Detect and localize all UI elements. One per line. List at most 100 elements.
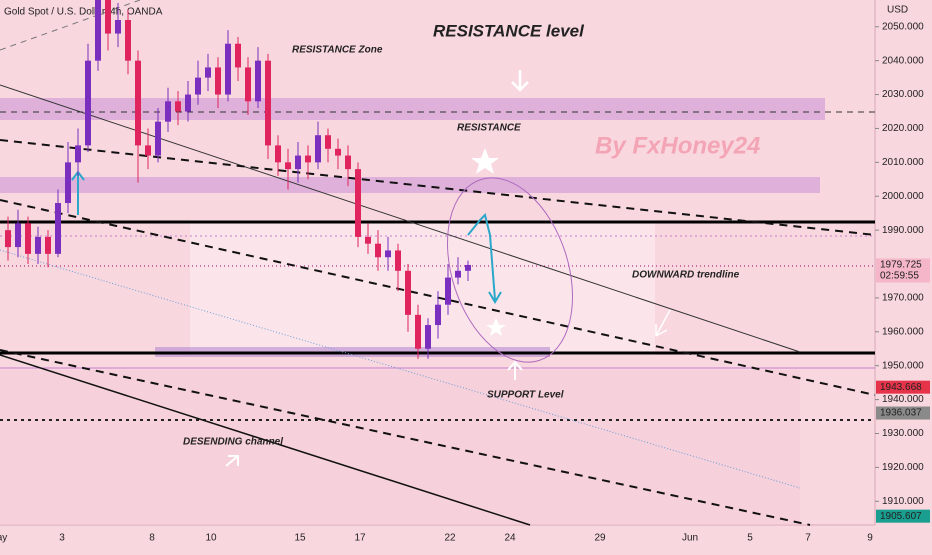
x-tick-label: 7	[805, 533, 811, 544]
currency-label: USD	[887, 5, 908, 16]
candle-body	[45, 236, 51, 254]
trendline	[0, 139, 876, 236]
candle-body	[125, 19, 131, 61]
y-tick-label: 2030.000	[882, 89, 924, 100]
x-tick-label: Jun	[682, 533, 698, 544]
candle-body	[425, 325, 431, 349]
arrow	[511, 70, 529, 92]
y-tick-label: 1930.000	[882, 428, 924, 439]
candle-body	[305, 155, 311, 163]
candle-body	[75, 145, 81, 163]
candle-body	[335, 148, 341, 156]
candle-body	[315, 135, 321, 163]
candle-body	[455, 270, 461, 278]
y-tick-label: 2000.000	[882, 191, 924, 202]
y-tick-label: 2040.000	[882, 55, 924, 66]
candle-body	[235, 43, 241, 68]
candle-body	[135, 60, 141, 146]
highlight-box	[190, 220, 655, 355]
y-tick-label: 1940.000	[882, 394, 924, 405]
candle-body	[165, 101, 171, 122]
candle-body	[375, 243, 381, 258]
candle-body	[225, 43, 231, 95]
y-tick-label: 1920.000	[882, 462, 924, 473]
trendline	[0, 84, 801, 353]
candle-body	[25, 223, 31, 254]
y-tick-label: 1960.000	[882, 326, 924, 337]
x-tick-label: 29	[594, 533, 606, 544]
candle-body	[105, 0, 111, 34]
candle-body	[175, 101, 181, 112]
candle-body	[115, 19, 121, 34]
candle-body	[445, 277, 451, 305]
price-tag	[876, 258, 930, 283]
price-tag-label: 1905.607	[880, 511, 922, 522]
candle-body	[215, 67, 221, 95]
x-tick-label: 10	[205, 533, 217, 544]
candle-body	[415, 314, 421, 349]
star-icon	[486, 318, 506, 336]
candle-body	[275, 145, 281, 163]
annotation: RESISTANCE Zone	[292, 45, 383, 56]
y-tick-label: 2020.000	[882, 123, 924, 134]
candle-body	[185, 94, 191, 112]
channel-line	[0, 354, 531, 526]
ellipse	[447, 177, 573, 363]
candle-body	[295, 155, 301, 170]
candle-body	[285, 162, 291, 170]
arrow	[488, 291, 502, 304]
channel-line	[0, 249, 801, 489]
arrow	[225, 455, 239, 467]
candle-body	[395, 250, 401, 271]
x-tick-label: 22	[444, 533, 456, 544]
candle-body	[255, 60, 261, 102]
candle-body	[95, 0, 101, 61]
candle-body	[195, 77, 201, 95]
price-tag-label: 1936.037	[880, 408, 922, 419]
annotation: RESISTANCE level	[433, 21, 585, 40]
price-tag-label: 1943.668	[880, 382, 922, 393]
y-tick-label: 1950.000	[882, 360, 924, 371]
candle-body	[265, 60, 271, 146]
x-tick-label: 8	[149, 533, 155, 544]
arrow	[655, 309, 671, 337]
candle-body	[5, 230, 11, 248]
candle-body	[155, 121, 161, 156]
x-tick-label: 5	[747, 533, 753, 544]
candle-body	[205, 67, 211, 78]
candle-body	[35, 236, 41, 254]
candle-body	[405, 270, 411, 315]
y-tick-label: 2010.000	[882, 157, 924, 168]
candle-body	[85, 60, 91, 146]
trendline	[0, 0, 141, 51]
candle-body	[245, 67, 251, 102]
channel-area	[0, 370, 800, 525]
y-tick-label: 1990.000	[882, 225, 924, 236]
candle-body	[365, 236, 371, 244]
candle-body	[65, 162, 71, 204]
watermark: By FxHoney24	[595, 132, 760, 159]
candle-body	[355, 169, 361, 237]
candle-body	[325, 135, 331, 149]
candle-body	[55, 203, 61, 254]
resistance-zone	[0, 98, 825, 120]
price-tag	[876, 509, 930, 523]
annotation: SUPPORT Level	[487, 390, 564, 401]
price-tag	[876, 380, 930, 394]
x-tick-label: 15	[294, 533, 306, 544]
price-tag-label: 1979.725	[880, 260, 922, 271]
x-tick-label: ay	[0, 533, 7, 544]
candle-body	[435, 304, 441, 326]
candle-body	[145, 145, 151, 156]
arrow	[507, 360, 523, 380]
y-tick-label: 2050.000	[882, 21, 924, 32]
annotation: DOWNWARD trendline	[632, 270, 740, 281]
y-tick-label: 1910.000	[882, 496, 924, 507]
star-icon	[471, 148, 499, 174]
chart-title: Gold Spot / U.S. Dollar, 4h, OANDA	[4, 7, 163, 18]
channel-line	[0, 349, 811, 526]
countdown: 02:59:55	[880, 271, 919, 282]
x-tick-label: 9	[867, 533, 873, 544]
annotation: RESISTANCE	[457, 123, 521, 134]
